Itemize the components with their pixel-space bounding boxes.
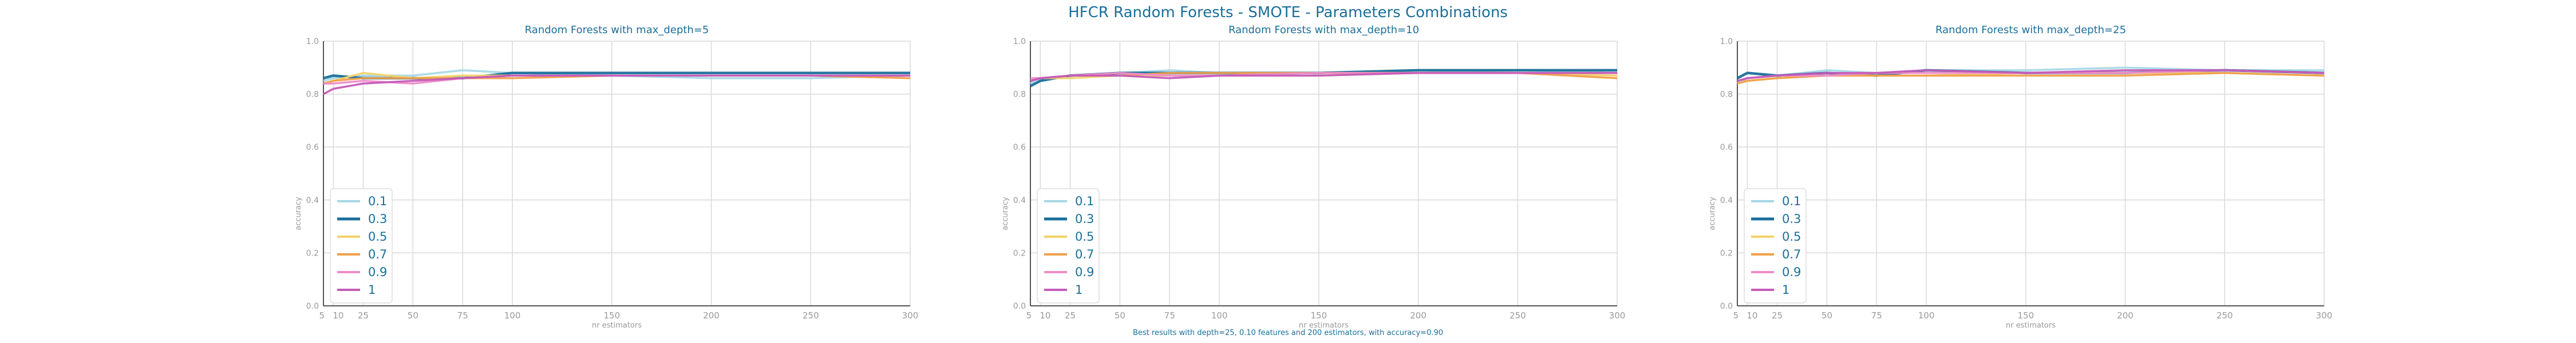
x-tick-label: 5 xyxy=(1733,310,1739,321)
x-tick-label: 300 xyxy=(902,310,919,321)
y-tick-label: 0.2 xyxy=(1720,249,1733,258)
y-tick-label: 0.4 xyxy=(1013,196,1026,205)
x-tick-label: 300 xyxy=(1609,310,1626,321)
x-tick-label: 10 xyxy=(333,310,343,321)
series-line-0.7 xyxy=(323,74,911,85)
x-tick-label: 5 xyxy=(319,310,325,321)
x-tick-label: 100 xyxy=(504,310,521,321)
legend-label: 0.1 xyxy=(368,194,387,208)
x-tick-label: 75 xyxy=(1164,310,1175,321)
x-tick-label: 25 xyxy=(358,310,369,321)
y-tick-label: 0.8 xyxy=(1013,90,1026,99)
y-tick-label: 1.0 xyxy=(1013,37,1026,46)
x-tick-label: 150 xyxy=(603,310,620,321)
x-tick-label: 300 xyxy=(2316,310,2333,321)
series-line-0.7 xyxy=(1737,71,2325,85)
figure-title: HFCR Random Forests - SMOTE - Parameters… xyxy=(1068,4,1508,21)
y-tick-label: 0.2 xyxy=(306,249,319,258)
y-tick-label: 0.0 xyxy=(306,302,319,311)
x-tick-label: 50 xyxy=(1115,310,1125,321)
y-tick-label: 0.8 xyxy=(1720,90,1733,99)
y-tick-label: 0.4 xyxy=(306,196,319,205)
legend-label: 0.3 xyxy=(368,212,387,226)
legend-label: 0.1 xyxy=(1075,194,1094,208)
legend-label: 0.7 xyxy=(368,248,387,261)
series-line-0.5 xyxy=(1737,71,2325,85)
x-tick-label: 100 xyxy=(1918,310,1935,321)
series-line-1 xyxy=(323,74,910,95)
y-axis-label: accuracy xyxy=(1708,197,1717,230)
x-tick-label: 100 xyxy=(1211,310,1228,321)
y-tick-label: 0.2 xyxy=(1013,249,1026,258)
x-tick-label: 250 xyxy=(2217,310,2233,321)
legend-label: 0.3 xyxy=(1075,212,1094,226)
series-line-1 xyxy=(1030,71,1617,82)
legend-label: 1 xyxy=(1782,283,1789,297)
legend-label: 1 xyxy=(368,283,376,297)
chart-panel-2: Random Forests with max_depth=10 0.0 0.2 0.… xyxy=(1001,24,1625,330)
x-tick-label: 200 xyxy=(703,310,720,321)
x-tick-label: 10 xyxy=(1040,310,1050,321)
legend-label: 0.1 xyxy=(1782,194,1801,208)
legend-box xyxy=(1037,188,1100,304)
chart-title: Random Forests with max_depth=10 xyxy=(1228,24,1419,36)
x-axis-label: nr estimators xyxy=(2006,321,2056,330)
x-axis-label: nr estimators xyxy=(1299,321,1349,330)
legend-label: 0.9 xyxy=(1782,265,1801,279)
y-tick-label: 0.0 xyxy=(1720,302,1733,311)
y-tick-label: 0.8 xyxy=(306,90,319,99)
legend-label: 0.7 xyxy=(1782,248,1801,261)
x-tick-label: 25 xyxy=(1065,310,1076,321)
legend-label: 0.3 xyxy=(1782,212,1801,226)
legend-box xyxy=(330,188,393,304)
y-tick-label: 0.6 xyxy=(306,143,319,152)
chart-title: Random Forests with max_depth=5 xyxy=(525,24,709,36)
chart-title: Random Forests with max_depth=25 xyxy=(1935,24,2126,36)
x-tick-label: 75 xyxy=(1871,310,1882,321)
y-tick-label: 0.6 xyxy=(1013,143,1026,152)
legend-label: 1 xyxy=(1075,283,1082,297)
legend-box xyxy=(1744,188,1807,304)
x-axis-label: nr estimators xyxy=(592,321,642,330)
x-tick-label: 25 xyxy=(1772,310,1783,321)
chart-panel-3: Random Forests with max_depth=25 0.0 0.2 0.… xyxy=(1708,24,2332,330)
x-tick-label: 250 xyxy=(1510,310,1526,321)
y-tick-label: 1.0 xyxy=(306,37,319,46)
y-tick-label: 0.0 xyxy=(1013,302,1026,311)
x-tick-label: 200 xyxy=(2117,310,2134,321)
legend-label: 0.7 xyxy=(1075,248,1094,261)
legend-label: 0.9 xyxy=(368,265,387,279)
figure-caption: Best results with depth=25, 0.10 feature… xyxy=(1133,329,1443,337)
x-tick-label: 5 xyxy=(1026,310,1032,321)
legend-label: 0.5 xyxy=(1075,230,1094,244)
chart-panel-1: Random Forests with max_depth=5 0.0 0.2 0.4… xyxy=(294,24,918,330)
legend-label: 0.5 xyxy=(368,230,387,244)
legend-label: 0.5 xyxy=(1782,230,1801,244)
x-tick-label: 200 xyxy=(1410,310,1427,321)
x-tick-label: 50 xyxy=(1822,310,1832,321)
y-axis-label: accuracy xyxy=(294,197,303,230)
legend-label: 0.9 xyxy=(1075,265,1094,279)
x-tick-label: 250 xyxy=(803,310,819,321)
x-tick-label: 10 xyxy=(1747,310,1757,321)
x-tick-label: 150 xyxy=(2017,310,2034,321)
y-tick-label: 1.0 xyxy=(1720,37,1733,46)
charts-container: Random Forests with max_depth=5 0.0 0.2 0.4… xyxy=(294,24,2332,330)
x-tick-label: 150 xyxy=(1310,310,1327,321)
y-tick-label: 0.4 xyxy=(1720,196,1733,205)
x-tick-label: 50 xyxy=(408,310,418,321)
y-axis-label: accuracy xyxy=(1001,197,1010,230)
series-line-1 xyxy=(1737,69,2325,82)
y-tick-label: 0.6 xyxy=(1720,143,1733,152)
x-tick-label: 75 xyxy=(457,310,468,321)
